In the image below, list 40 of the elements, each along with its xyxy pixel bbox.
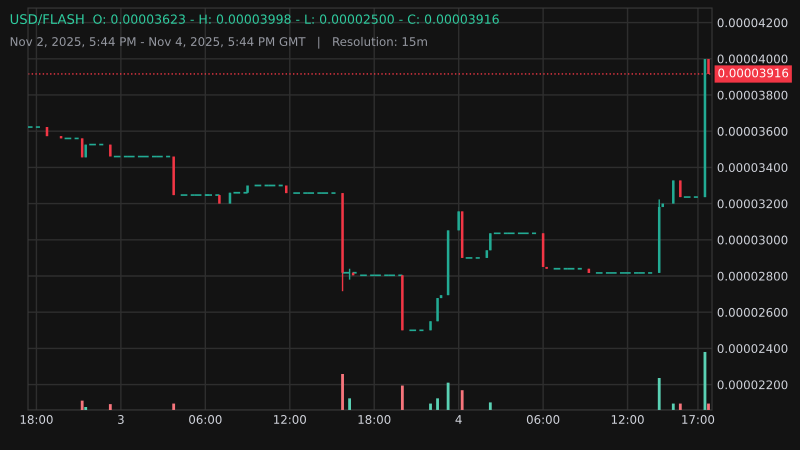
x-tick-label: 4 bbox=[455, 415, 462, 424]
x-tick-label: 06:00 bbox=[189, 415, 222, 424]
y-tick-label: 0.00003800 bbox=[718, 90, 788, 100]
x-tick-label: 3 bbox=[118, 415, 124, 424]
bar bbox=[672, 404, 675, 410]
bar bbox=[707, 404, 710, 410]
bar bbox=[446, 382, 450, 410]
y-tick-label: 0.00002200 bbox=[718, 380, 788, 390]
y-tick-label: 0.00004000 bbox=[718, 54, 788, 64]
x-tick-label: 17:00 bbox=[682, 415, 714, 424]
bar bbox=[436, 398, 439, 410]
bar bbox=[460, 390, 464, 410]
bar bbox=[348, 398, 351, 410]
text: Nov 2, 2025, 5:44 PM - Nov 4, 2025, 5:44 PM GMT | Resolution: 15m bbox=[10, 36, 427, 49]
bar bbox=[172, 404, 176, 410]
bar bbox=[678, 404, 682, 410]
x-tick-label: 18:00 bbox=[20, 415, 53, 424]
bar bbox=[429, 404, 432, 410]
y-tick-label: 0.00003600 bbox=[718, 126, 788, 136]
bar bbox=[400, 386, 404, 410]
y-tick-label: 0.00003400 bbox=[718, 163, 788, 172]
bar bbox=[341, 374, 344, 410]
y-tick-label: 0.00004200 bbox=[718, 18, 788, 28]
bar bbox=[704, 352, 706, 410]
ref-line-label: 0.00003916 bbox=[718, 68, 788, 78]
candlestick bbox=[342, 268, 358, 280]
annotation: O: 0.00003623 - H: 0.00003998 - L: 0.00002500 - C: 0.00003916 bbox=[93, 14, 499, 24]
x-tick-label: 12:00 bbox=[274, 415, 306, 424]
y-tick-label: 0.00002400 bbox=[718, 344, 788, 354]
y-tick-label: 0.00003000 bbox=[718, 236, 788, 244]
x-tick-label: 18:00 bbox=[358, 415, 390, 424]
bar bbox=[84, 407, 88, 410]
x-tick-label: 12:00 bbox=[612, 415, 644, 424]
y-tick-label: 0.00002800 bbox=[718, 272, 788, 281]
x-tick-label: 06:00 bbox=[526, 415, 560, 424]
y-tick-label: 0.00003200 bbox=[718, 199, 788, 208]
bar bbox=[80, 400, 84, 410]
y-tick-label: 0.00002600 bbox=[718, 308, 788, 317]
chart-title: USD/FLASH bbox=[10, 14, 84, 26]
bar bbox=[108, 404, 112, 410]
